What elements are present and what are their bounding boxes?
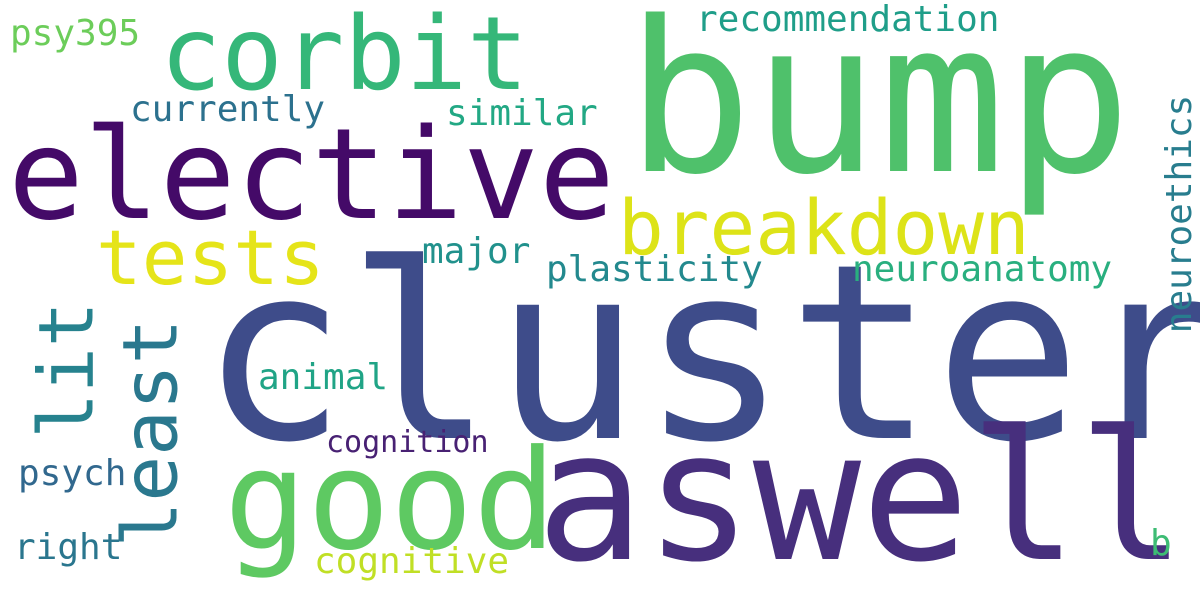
word-currently: currently [130,89,326,130]
word-lit: lit [21,301,111,439]
word-animal: animal [258,357,389,398]
word-neuroanatomy: neuroanatomy [852,249,1113,290]
word-cognitive: cognitive [314,541,510,582]
word-major: major [422,231,531,272]
word-tests: tests [96,213,325,302]
word-bump: bump [626,0,1132,221]
word-recommendation: recommendation [696,0,1000,40]
word-good: good [224,420,557,581]
word-elective: elective [8,101,615,248]
word-right: right [14,527,123,568]
word-psych: psych [18,453,127,494]
word-b: b [1150,523,1172,564]
word-neuroethics: neuroethics [1159,94,1200,334]
word-psy395: psy395 [10,13,141,54]
word-aswell: aswell [536,393,1187,602]
word-plasticity: plasticity [546,249,763,290]
word-corbit: corbit [160,0,529,114]
word-cognition: cognition [326,425,489,460]
word-least: least [105,318,195,548]
word-breakdown: breakdown [618,183,1030,272]
word-cluster: cluster [200,212,1200,496]
word-similar: similar [446,93,598,134]
